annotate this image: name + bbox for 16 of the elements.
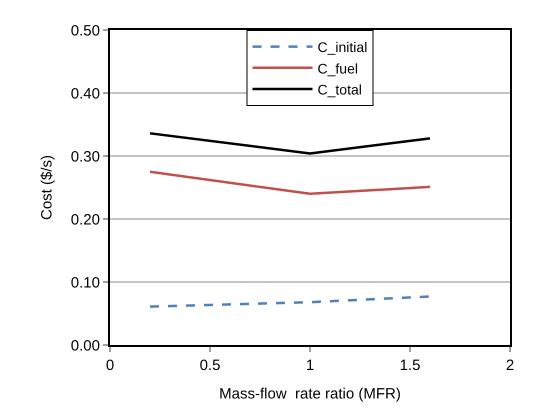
x-tick-label: 1 — [306, 357, 314, 374]
y-tick-label: 0.40 — [70, 85, 100, 102]
x-tick-label: 0.5 — [200, 357, 220, 374]
y-tick-label: 0.20 — [70, 211, 100, 228]
legend-label: C_initial — [318, 39, 368, 56]
x-axis-title: Mass-flow rate ratio (MFR) — [219, 386, 401, 402]
y-tick-label: 0.10 — [70, 274, 100, 292]
y-tick-label: 0.00 — [70, 337, 100, 354]
x-tick-label: 2 — [506, 357, 514, 374]
legend-label: C_fuel — [318, 60, 358, 76]
legend-label: C_total — [318, 81, 362, 98]
x-tick-label: 1.5 — [400, 357, 420, 374]
y-tick-label: 0.30 — [70, 148, 100, 166]
y-tick-label: 0.50 — [70, 22, 100, 40]
y-axis-title: Cost ($/s) — [38, 154, 56, 220]
x-tick-label: 0 — [106, 357, 114, 374]
